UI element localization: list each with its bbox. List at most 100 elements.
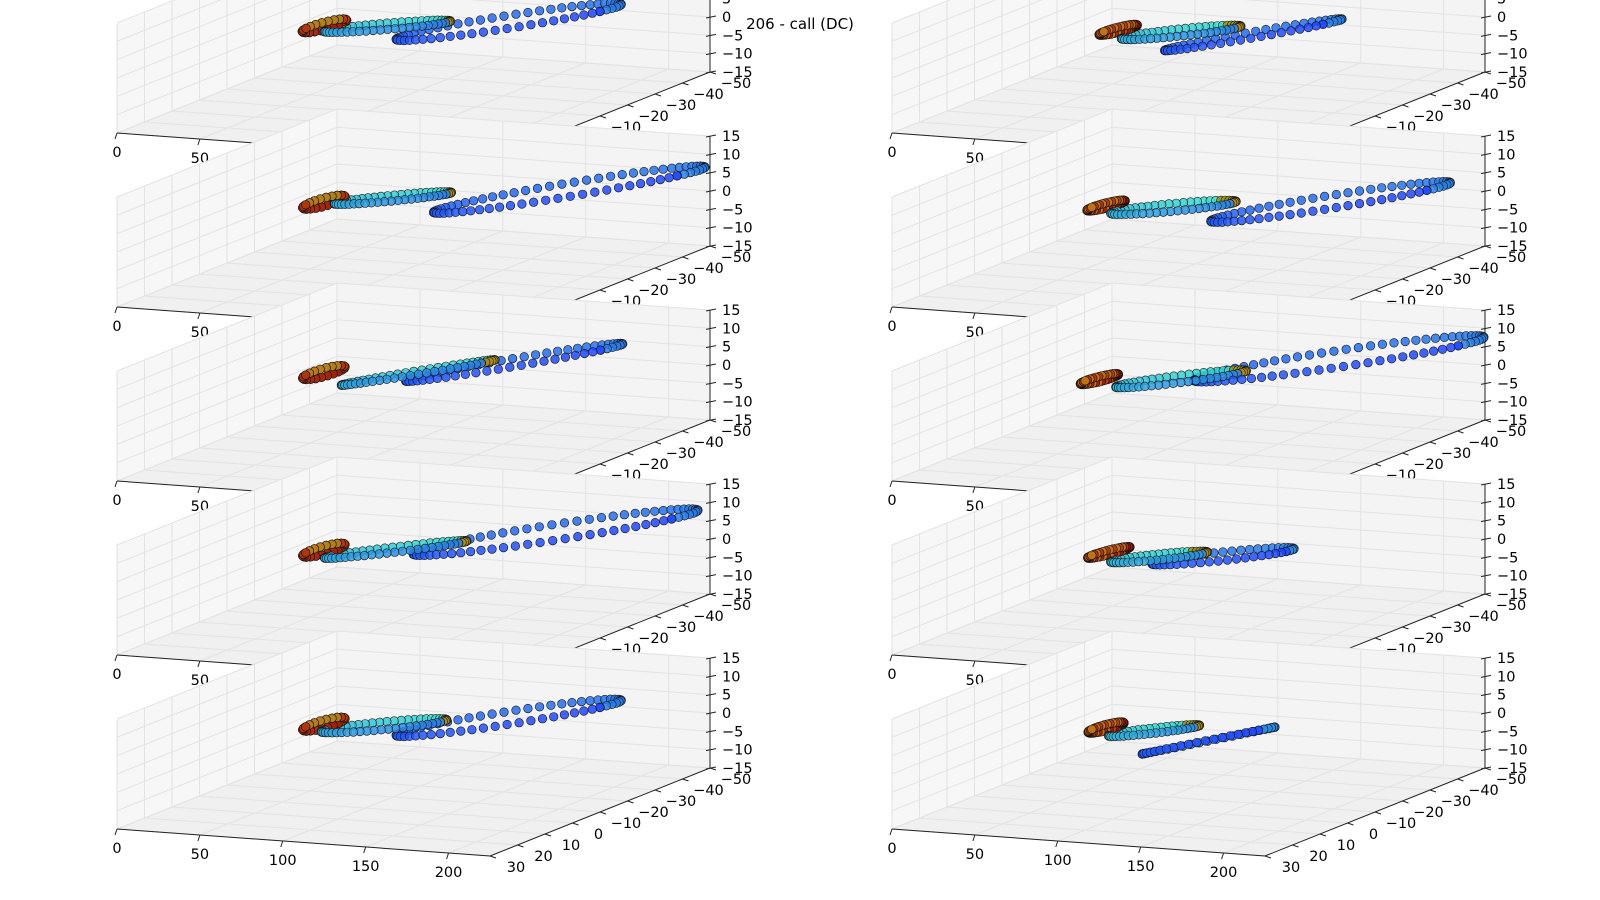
x-tick — [1055, 840, 1059, 848]
scatter-point — [537, 18, 548, 28]
z-tick-label: 0 — [1497, 10, 1506, 26]
scatter-point — [630, 508, 640, 519]
scatter-point — [482, 366, 492, 376]
scatter-point — [1259, 358, 1269, 368]
scatter-point — [360, 198, 370, 208]
x-tick — [972, 486, 976, 494]
z-tick — [705, 189, 717, 193]
scatter-point — [1087, 550, 1097, 560]
grid-line-z — [116, 44, 711, 134]
scatter-point — [570, 350, 580, 360]
y-tick-label: −40 — [693, 87, 724, 103]
x-tick-label: 200 — [435, 865, 463, 881]
scatter-point — [658, 505, 668, 516]
z-tick — [1480, 152, 1492, 156]
scatter-point — [577, 189, 588, 199]
y-tick-label: −30 — [666, 446, 697, 462]
scatter-point — [1331, 189, 1341, 200]
z-tick-label: −10 — [1497, 47, 1528, 63]
scatter-point — [1222, 555, 1232, 565]
scatter-point — [542, 348, 552, 358]
z-tick — [705, 381, 717, 385]
y-tick-label: −10 — [1386, 816, 1417, 832]
grid-line-z — [891, 392, 1486, 482]
scatter-point — [445, 31, 455, 42]
scatter-point — [1264, 201, 1274, 211]
scatter-point — [1276, 28, 1286, 38]
scatter-point — [608, 511, 618, 521]
scatter-point — [1099, 26, 1109, 37]
scatter-point — [418, 34, 428, 44]
y-tick — [654, 267, 662, 271]
y-tick — [1402, 800, 1409, 804]
scatter-point — [1237, 374, 1247, 385]
scatter-point — [530, 350, 541, 360]
z-tick — [705, 574, 717, 578]
scatter-point — [641, 519, 651, 530]
z-tick-label: 10 — [1497, 669, 1515, 685]
scatter-point — [1209, 734, 1219, 744]
scatter-point — [447, 548, 457, 559]
z-tick-label: 5 — [1497, 340, 1506, 356]
y-tick — [1457, 778, 1464, 782]
grid-line-z — [116, 474, 711, 564]
scatter-point — [1421, 334, 1431, 344]
x-tick-label: 150 — [352, 859, 380, 875]
scatter-point — [1254, 203, 1264, 213]
y-tick — [1402, 452, 1409, 456]
scatter-point — [466, 206, 476, 216]
scatter-point — [572, 516, 582, 526]
scatter-point — [1240, 728, 1251, 738]
grid-line-z — [891, 0, 997, 42]
scatter-point — [1248, 360, 1259, 370]
scatter-point — [1363, 358, 1373, 368]
scatter-point — [1161, 744, 1171, 754]
scatter-point — [505, 201, 516, 211]
scatter-point — [1237, 216, 1247, 226]
z-tick — [1480, 381, 1492, 385]
grid-line-z — [116, 319, 711, 409]
y-tick-label: −50 — [721, 598, 752, 614]
scatter-point — [1267, 371, 1277, 381]
x-tick — [197, 660, 201, 668]
scatter-point — [1316, 348, 1327, 358]
z-tick-label: −15 — [722, 587, 753, 603]
x-tick — [197, 834, 201, 842]
z-tick-label: 5 — [722, 688, 731, 704]
x-tick — [197, 312, 201, 320]
z-tick — [705, 226, 717, 230]
z-tick — [1480, 693, 1492, 697]
z-tick — [705, 500, 717, 504]
y-tick-label: −30 — [1441, 446, 1472, 462]
x-tick — [972, 834, 976, 842]
z-tick — [1480, 226, 1492, 230]
scatter-point — [453, 715, 463, 725]
z-tick — [705, 482, 717, 486]
y-tick-label: 10 — [1337, 838, 1355, 854]
z-tick-label: −5 — [722, 376, 743, 392]
scatter-point — [1240, 553, 1250, 563]
scatter-point — [639, 167, 649, 177]
y-tick — [1347, 822, 1354, 826]
scatter-point — [537, 714, 548, 724]
z-tick-label: −10 — [722, 569, 753, 585]
z-tick — [705, 70, 717, 74]
z-tick — [705, 766, 717, 770]
y-tick — [1429, 93, 1437, 97]
y-tick-label: −20 — [638, 631, 669, 647]
z-tick — [1480, 363, 1492, 367]
z-tick-label: −10 — [722, 743, 753, 759]
scatter-point — [476, 545, 486, 556]
grid-line-z — [116, 703, 711, 793]
scatter-point — [475, 711, 486, 721]
z-tick-label: 10 — [722, 147, 740, 163]
y-tick — [599, 463, 607, 467]
scatter-point — [1087, 724, 1097, 734]
y-tick-label: −50 — [721, 76, 752, 92]
x-tick-label: 100 — [1044, 853, 1072, 869]
scatter-point — [466, 546, 476, 557]
scatter-point — [1206, 40, 1216, 50]
scatter-point — [1245, 215, 1255, 225]
z-tick — [1480, 15, 1492, 19]
scatter-point — [635, 179, 646, 189]
